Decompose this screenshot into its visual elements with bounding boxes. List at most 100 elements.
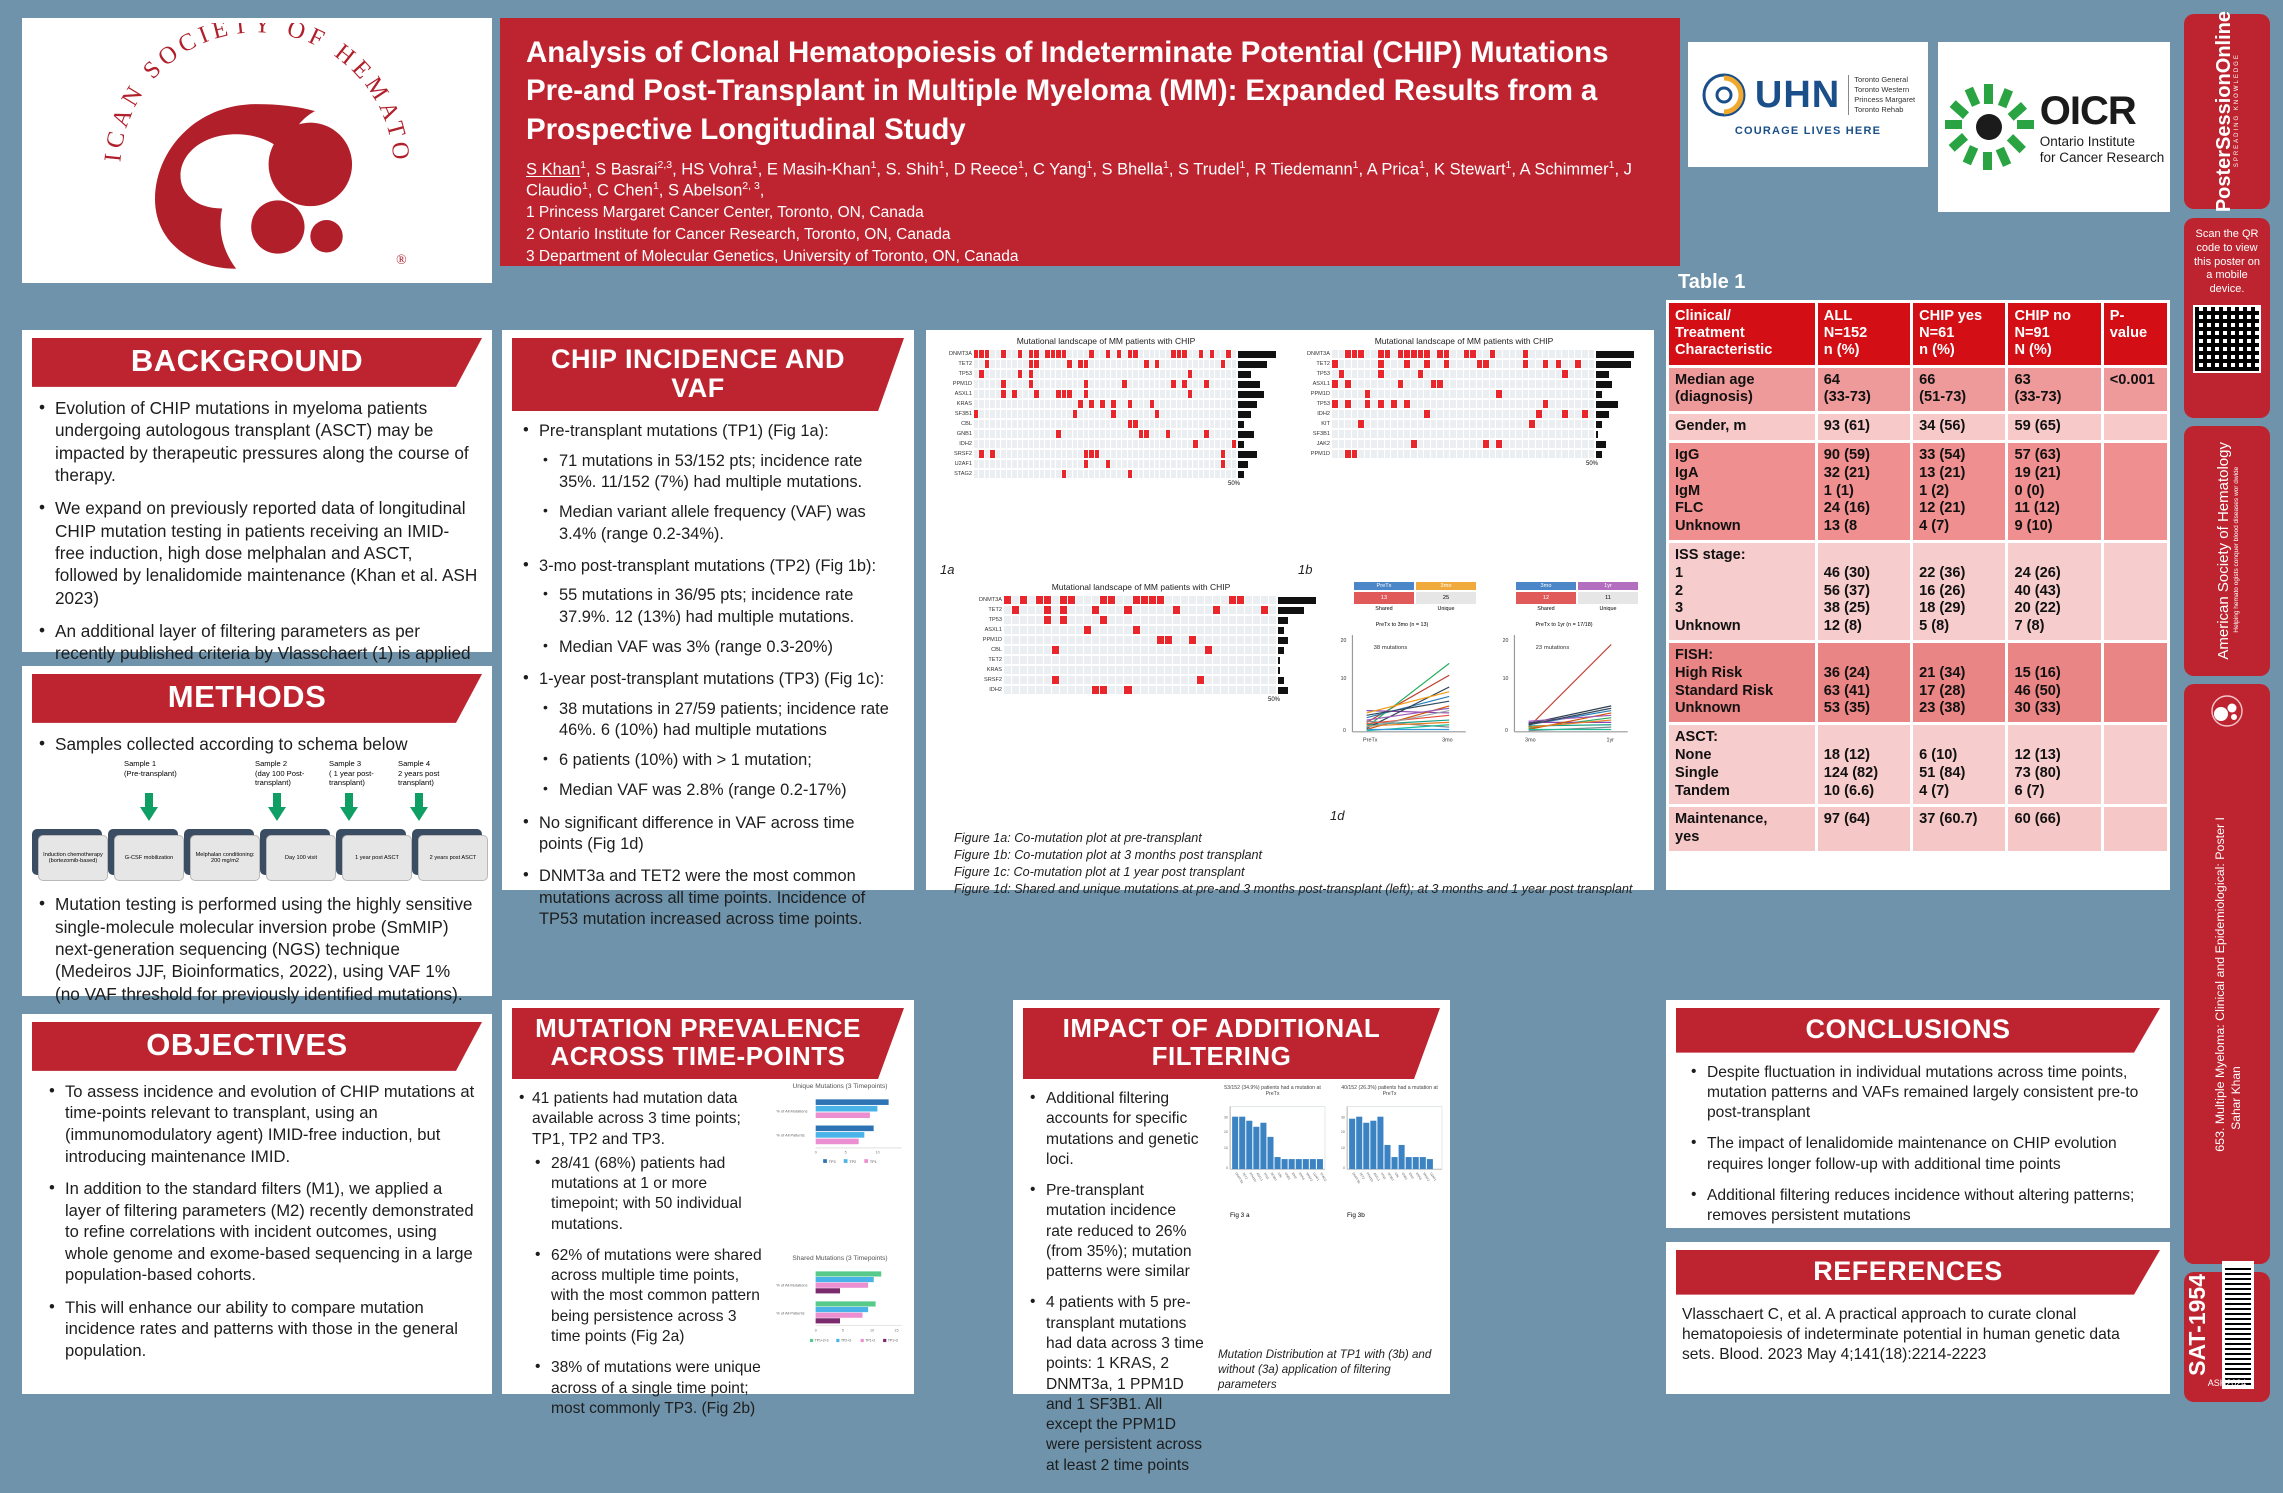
oncoprint-cell: [1456, 440, 1463, 448]
oncoprint-cell: [1100, 450, 1105, 458]
oncoprint-cell: [1430, 440, 1437, 448]
oncoprint-cell: [1036, 626, 1044, 634]
qr-code[interactable]: [2193, 304, 2261, 373]
oncoprint-cell: [1397, 430, 1404, 438]
oncoprint-cell: [1094, 440, 1100, 448]
oncoprint-cell: [1193, 400, 1198, 408]
oncoprint-cell: [1078, 430, 1083, 438]
ash-drop-icon: [2211, 695, 2243, 727]
oncoprint-cell: [1226, 450, 1231, 458]
oncoprint-cell: [1100, 360, 1105, 368]
fig2a-title: Unique Mutations (3 Timepoints): [792, 1083, 888, 1091]
oncoprint-cell: [1463, 350, 1470, 358]
oncoprint-cell: [1456, 450, 1463, 458]
oncoprint-cell: [1410, 360, 1417, 368]
list-item: 71 mutations in 53/152 pts; incidence ra…: [539, 450, 900, 494]
oncoprint-cell: [1463, 390, 1470, 398]
oncoprint-cell: [1132, 676, 1140, 684]
oncoprint-row: TET2: [936, 359, 1276, 369]
oncoprint-cell: [1156, 616, 1164, 624]
oncoprint-cell: [1228, 626, 1236, 634]
prevalence-title: MUTATION PREVALENCE ACROSS TIME-POINTS: [512, 1008, 904, 1079]
oncoprint-cell: [1244, 656, 1252, 664]
oncoprint-cell: [1105, 380, 1111, 388]
oncoprint-cell: [1050, 350, 1056, 358]
conclusions-bullets: Despite fluctuation in individual mutati…: [1688, 1062, 2156, 1227]
oncoprint-cell: [1084, 686, 1092, 694]
oncoprint-cell: [1489, 430, 1496, 438]
oncoprint-cell: [1068, 656, 1076, 664]
oncoprint-cell: [1056, 460, 1061, 468]
oncoprint-cell: [1443, 400, 1450, 408]
svg-text:0: 0: [1505, 728, 1508, 734]
oncoprint-cell: [1231, 420, 1237, 428]
oncoprint-cell: [1588, 360, 1595, 368]
table-cell: [2103, 414, 2167, 441]
list-item: 41 patients had mutation data available …: [516, 1088, 764, 1150]
oncoprint-cell: [1100, 460, 1105, 468]
oncoprint-cell: [1012, 400, 1017, 408]
oncoprint-cell: [1028, 440, 1034, 448]
oncoprint-cell: [1555, 350, 1562, 358]
oncoprint-cell: [1269, 606, 1277, 614]
oncoprint-cell: [1004, 686, 1012, 694]
brand-name: PosterSessionOnline: [2213, 10, 2235, 213]
ash-logo-svg: AMERICAN SOCIETY OF HEMATOLOGY ®: [70, 23, 410, 269]
oncoprint-cell: [1430, 420, 1437, 428]
oncoprint-cell: [1358, 440, 1364, 448]
section-chip-incidence: CHIP INCIDENCE AND VAF Pre-transplant mu…: [502, 330, 914, 928]
svg-text:10: 10: [1503, 676, 1509, 682]
oncoprint-cell: [1483, 430, 1489, 438]
oncoprint-cell: [1378, 410, 1384, 418]
oncoprint-cell: [1133, 420, 1138, 428]
oncoprint-cell: [1261, 636, 1269, 644]
oncoprint-cell: [1034, 430, 1039, 438]
oncoprint-cell: [1105, 460, 1111, 468]
oncoprint-cell: [984, 460, 990, 468]
oncoprint-cell: [1164, 686, 1172, 694]
oncoprint-cell: [1193, 380, 1198, 388]
oncoprint-cell: [1244, 636, 1252, 644]
axis-tick: 50%: [1227, 481, 1240, 487]
oncoprint-cell: [1226, 460, 1231, 468]
oncoprint-cell: [1020, 626, 1028, 634]
oncoprint-cell: [1391, 370, 1397, 378]
oncoprint-cell: [1108, 666, 1116, 674]
list-item: 3-mo post-transplant mutations (TP2) (Fi…: [520, 555, 900, 658]
oncoprint-cell: [1209, 370, 1215, 378]
oncoprint-cell: [1371, 370, 1378, 378]
oncoprint-cell: [1489, 450, 1496, 458]
oncoprint-cell: [1006, 410, 1012, 418]
oncoprint-cell: [1028, 360, 1034, 368]
oncoprint-cell: [990, 460, 995, 468]
oncoprint-cell: [1215, 380, 1220, 388]
svg-text:0: 0: [1343, 1166, 1345, 1170]
oncoprint-cell: [1060, 646, 1068, 654]
schema-arrows: [140, 793, 428, 822]
oncoprint-cell: [1127, 450, 1133, 458]
venn-footer: Shared: [1375, 606, 1393, 612]
oncoprint-cell: [1089, 410, 1094, 418]
oncoprint-cell: [1417, 370, 1424, 378]
oncoprint-cell: [1581, 370, 1588, 378]
oncoprint-cell: [1156, 636, 1164, 644]
oncoprint-cell: [1072, 400, 1078, 408]
oncoprint-cell: [990, 410, 995, 418]
oncoprint-cell: [1012, 656, 1020, 664]
oncoprint-cell: [1417, 360, 1424, 368]
oncoprint-cell: [1164, 616, 1172, 624]
oncoprint-cell: [1149, 350, 1154, 358]
gene-label: TET2: [1316, 361, 1330, 367]
table-cell: 64 (33-73): [1817, 367, 1911, 412]
gene-frequency-bar: [1236, 370, 1276, 378]
oncoprint-cell: [1351, 410, 1358, 418]
oncoprint-cell: [1269, 636, 1277, 644]
oncoprint-cell: [1575, 350, 1581, 358]
oncoprint-cell: [1156, 646, 1164, 654]
oncoprint-cell: [1193, 350, 1198, 358]
oncoprint-cell: [1056, 470, 1061, 478]
oncoprint-cell: [1269, 626, 1277, 634]
oncoprint-cell: [1220, 460, 1226, 468]
oncoprint-cell: [1470, 390, 1476, 398]
oncoprint-cell: [1364, 420, 1371, 428]
